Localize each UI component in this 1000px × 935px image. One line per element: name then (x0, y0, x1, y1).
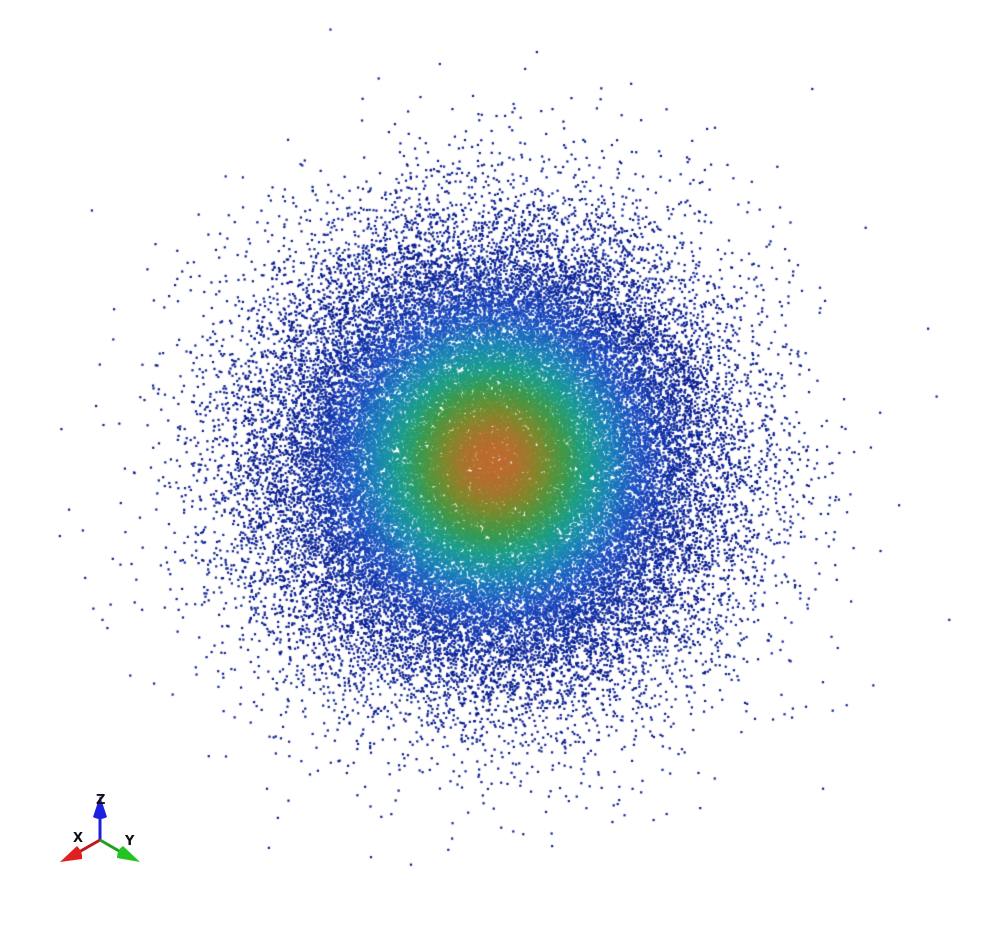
x-axis-cone-icon (60, 846, 83, 862)
z-axis-label: Z (96, 793, 105, 808)
orientation-axes-widget: Z X Y (60, 793, 140, 862)
x-axis-label: X (73, 831, 83, 846)
y-axis-label: Y (124, 834, 135, 849)
y-axis-line (99, 838, 120, 853)
x-axis-line (78, 838, 101, 854)
z-axis-cone-icon (93, 796, 107, 819)
y-axis-cone-icon (117, 846, 140, 862)
